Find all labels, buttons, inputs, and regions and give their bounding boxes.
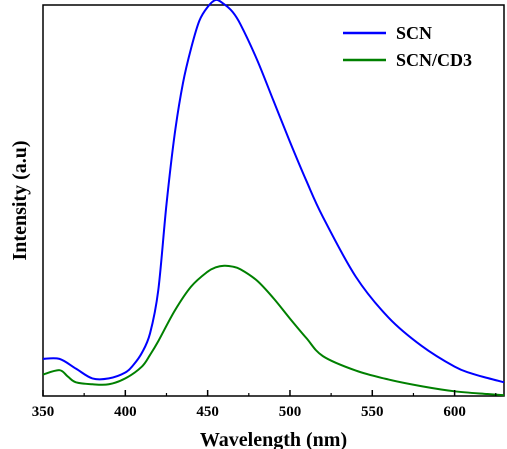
series-layer <box>42 0 505 397</box>
plot-area: 350 400 450 500 550 600 <box>32 0 505 420</box>
x-tick-label-500: 500 <box>279 404 302 420</box>
legend-label-2: SCN/CD3 <box>396 50 472 70</box>
y-axis-label: Intensity (a.u) <box>9 140 31 260</box>
x-axis-label: Wavelength (nm) <box>200 429 347 449</box>
legend-label-1: SCN <box>396 23 432 43</box>
x-axis-ticks: 350 400 450 500 550 600 <box>32 390 497 420</box>
legend: SCN SCN/CD3 <box>343 23 472 70</box>
x-tick-label-600: 600 <box>443 404 466 420</box>
x-tick-label-550: 550 <box>361 404 384 420</box>
x-tick-label-350: 350 <box>32 404 55 420</box>
series-line-2 <box>42 264 505 397</box>
plot-frame <box>42 4 505 397</box>
x-tick-label-450: 450 <box>196 404 219 420</box>
x-tick-label-400: 400 <box>114 404 137 420</box>
series-line-1 <box>42 0 505 384</box>
